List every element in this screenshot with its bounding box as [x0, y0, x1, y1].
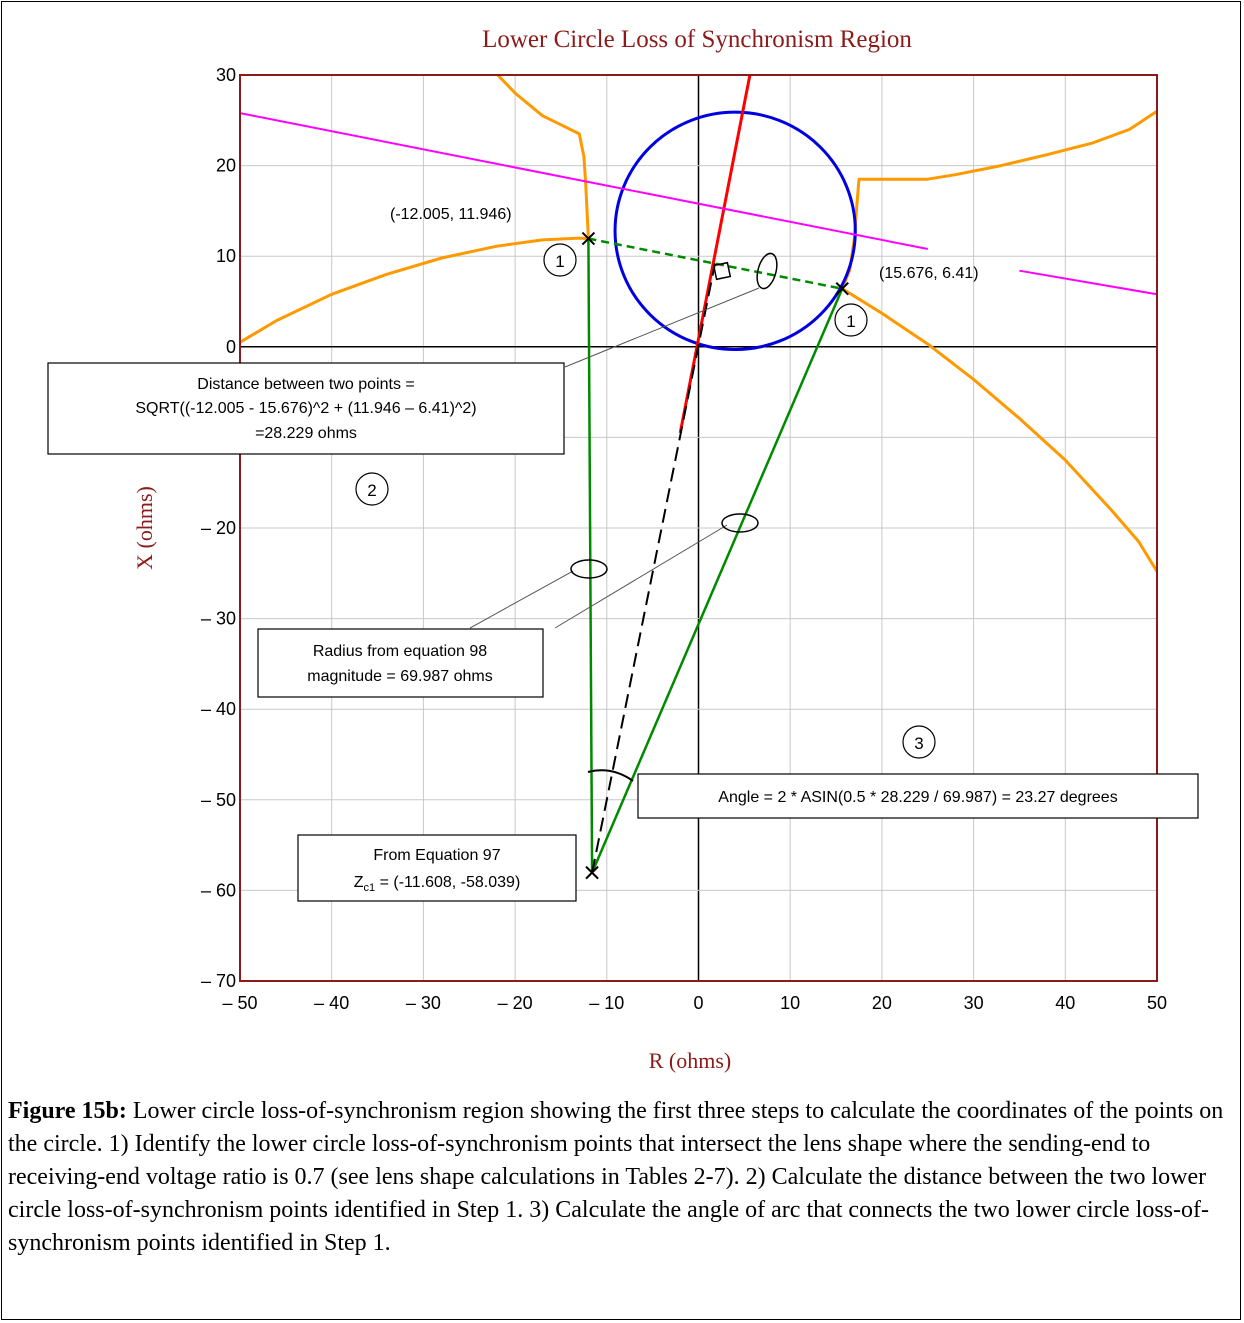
- step-marker: 3: [902, 725, 936, 759]
- y-tick-label: – 20: [201, 518, 236, 538]
- angle-arc: [587, 769, 634, 782]
- x-tick-label: 40: [1055, 993, 1075, 1013]
- x-axis-label: R (ohms): [649, 1048, 732, 1073]
- x-tick-label: – 40: [314, 993, 349, 1013]
- x-tick-label: – 50: [222, 993, 257, 1013]
- svg-text:From Equation 97: From Equation 97: [373, 847, 500, 864]
- y-tick-label: 30: [216, 65, 236, 85]
- blinder-line: [240, 112, 928, 250]
- radius-line: [587, 238, 594, 873]
- y-tick-label: – 50: [201, 790, 236, 810]
- point-marker: [585, 865, 599, 880]
- point-label: (-12.005, 11.946): [390, 206, 512, 223]
- svg-text:3: 3: [914, 734, 923, 753]
- y-tick-label: – 40: [201, 699, 236, 719]
- impedance-line: [678, 75, 752, 434]
- point-marker: [835, 282, 849, 296]
- leader-ellipse: [721, 513, 759, 533]
- leader-line: [554, 524, 728, 629]
- svg-text:1: 1: [555, 252, 564, 271]
- mho-circle: [613, 110, 857, 352]
- caption-label: Figure 15b:: [8, 1098, 127, 1124]
- y-tick-label: – 70: [201, 971, 236, 991]
- bisector-line: [591, 263, 716, 873]
- step-marker: 2: [355, 472, 389, 506]
- series-layer: [240, 75, 1157, 880]
- x-tick-label: 50: [1147, 993, 1167, 1013]
- angle-annotation-box: Angle = 2 * ASIN(0.5 * 28.229 / 69.987) …: [637, 773, 1199, 819]
- svg-text:=28.229 ohms: =28.229 ohms: [255, 425, 357, 442]
- svg-text:1: 1: [846, 312, 855, 331]
- lens-curve: [840, 109, 1157, 290]
- lens-curve: [496, 75, 590, 239]
- svg-text:Radius from equation 98: Radius from equation 98: [313, 643, 487, 660]
- y-tick-label: 20: [216, 156, 236, 176]
- x-tick-label: 10: [780, 993, 800, 1013]
- radius-annotation-box: Radius from equation 98 magnitude = 69.9…: [257, 628, 544, 698]
- x-tick-label: 0: [693, 993, 703, 1013]
- y-tick-label: 10: [216, 246, 236, 266]
- x-tick-label: 30: [964, 993, 984, 1013]
- right-angle-marker: [712, 261, 732, 281]
- leader-line: [564, 287, 760, 368]
- lens-curve: [841, 287, 1157, 573]
- leader-ellipse: [570, 559, 608, 579]
- chart: Lower Circle Loss of Synchronism Region …: [47, 26, 1199, 1073]
- step-marker: 1: [543, 243, 577, 277]
- blinder-line: [1019, 269, 1157, 296]
- radius-line: [590, 288, 844, 874]
- center-annotation-box: From Equation 97 Zc1 = (-11.608, -58.039…: [297, 834, 577, 902]
- y-axis-label: X (ohms): [132, 486, 157, 570]
- leader-line: [469, 570, 574, 629]
- lens-curve: [240, 236, 589, 344]
- tick-labels: – 50– 40– 30– 20– 10 0 10 20 30 40 50– 70– 60–…: [201, 65, 1167, 1013]
- plot-frame: [239, 74, 1158, 982]
- chart-title: Lower Circle Loss of Synchronism Region: [482, 26, 912, 53]
- point-label: (15.676, 6.41): [879, 265, 979, 282]
- distance-annotation-box: Distance between two points = SQRT((-12.…: [47, 362, 565, 455]
- grid: [240, 75, 1157, 981]
- x-tick-label: – 10: [589, 993, 624, 1013]
- svg-text:magnitude = 69.987 ohms: magnitude = 69.987 ohms: [307, 668, 492, 685]
- x-tick-label: 20: [872, 993, 892, 1013]
- step-marker: 1: [834, 303, 868, 337]
- y-tick-label: – 60: [201, 880, 236, 900]
- figure-caption: Figure 15b: Lower circle loss-of-synchro…: [8, 1095, 1236, 1260]
- x-tick-label: – 30: [406, 993, 441, 1013]
- point-marker: [581, 231, 596, 246]
- y-tick-label: 0: [226, 337, 236, 357]
- annotations: (-12.005, 11.946) (15.676, 6.41) 1 1 2 3…: [47, 206, 1199, 902]
- svg-text:Distance between two points =: Distance between two points =: [197, 376, 414, 393]
- leader-ellipse: [756, 252, 778, 290]
- svg-text:SQRT((-12.005 - 15.676)^2 + (1: SQRT((-12.005 - 15.676)^2 + (11.946 – 6.…: [135, 400, 476, 417]
- chord-line: [588, 237, 843, 290]
- y-tick-label: – 30: [201, 609, 236, 629]
- svg-text:Angle = 2 * ASIN(0.5 * 28.229: Angle = 2 * ASIN(0.5 * 28.229 / 69.987) …: [718, 789, 1117, 806]
- svg-text:2: 2: [367, 481, 376, 500]
- svg-text:Zc1 = (-11.608, -58.039): Zc1 = (-11.608, -58.039): [354, 874, 521, 894]
- x-tick-label: – 20: [498, 993, 533, 1013]
- caption-text: Lower circle loss-of-synchronism region …: [8, 1098, 1224, 1256]
